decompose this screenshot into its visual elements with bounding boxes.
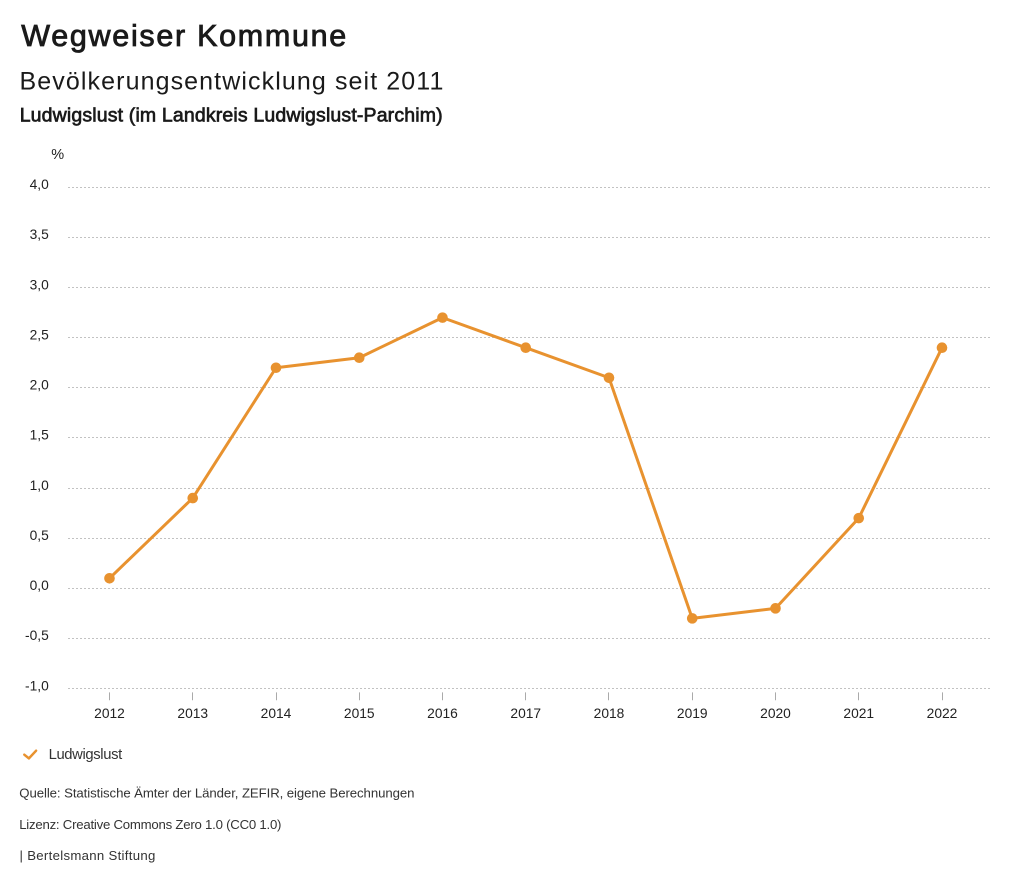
svg-text:2016: 2016 <box>427 706 458 721</box>
svg-text:Ludwigslust: Ludwigslust <box>49 747 123 763</box>
svg-text:1,5: 1,5 <box>30 428 50 443</box>
svg-text:4,0: 4,0 <box>30 177 50 192</box>
svg-text:0,5: 0,5 <box>30 528 50 543</box>
svg-text:Bevölkerungsentwicklung seit 2: Bevölkerungsentwicklung seit 2011 <box>20 68 445 96</box>
svg-text:2017: 2017 <box>510 706 541 721</box>
svg-text:2019: 2019 <box>677 706 708 721</box>
svg-text:0,0: 0,0 <box>30 578 50 593</box>
svg-text:3,5: 3,5 <box>30 227 50 242</box>
svg-text:Ludwigslust (im Landkreis Ludw: Ludwigslust (im Landkreis Ludwigslust-Pa… <box>20 104 443 126</box>
svg-text:2,5: 2,5 <box>30 327 50 342</box>
svg-text:-1,0: -1,0 <box>25 678 49 693</box>
svg-text:2021: 2021 <box>843 706 874 721</box>
svg-text:1,0: 1,0 <box>30 478 50 493</box>
svg-text:2015: 2015 <box>344 706 375 721</box>
svg-text:2,0: 2,0 <box>30 378 50 393</box>
svg-text:2018: 2018 <box>594 706 625 721</box>
svg-text:2022: 2022 <box>927 706 958 721</box>
svg-text:-0,5: -0,5 <box>25 628 49 643</box>
svg-text:2020: 2020 <box>760 706 791 721</box>
svg-text:3,0: 3,0 <box>30 277 50 292</box>
svg-text:Quelle: Statistische Ämter der: Quelle: Statistische Ämter der Länder, Z… <box>19 785 414 800</box>
svg-text:%: % <box>51 147 64 163</box>
svg-text:2012: 2012 <box>94 706 125 721</box>
svg-text:Lizenz: Creative Commons Zero: Lizenz: Creative Commons Zero 1.0 (CC0 1… <box>19 817 281 832</box>
svg-text:2014: 2014 <box>261 706 292 721</box>
svg-text:2013: 2013 <box>177 706 208 721</box>
svg-text:| Bertelsmann Stiftung: | Bertelsmann Stiftung <box>20 848 156 863</box>
svg-text:Wegweiser Kommune: Wegweiser Kommune <box>21 19 348 53</box>
